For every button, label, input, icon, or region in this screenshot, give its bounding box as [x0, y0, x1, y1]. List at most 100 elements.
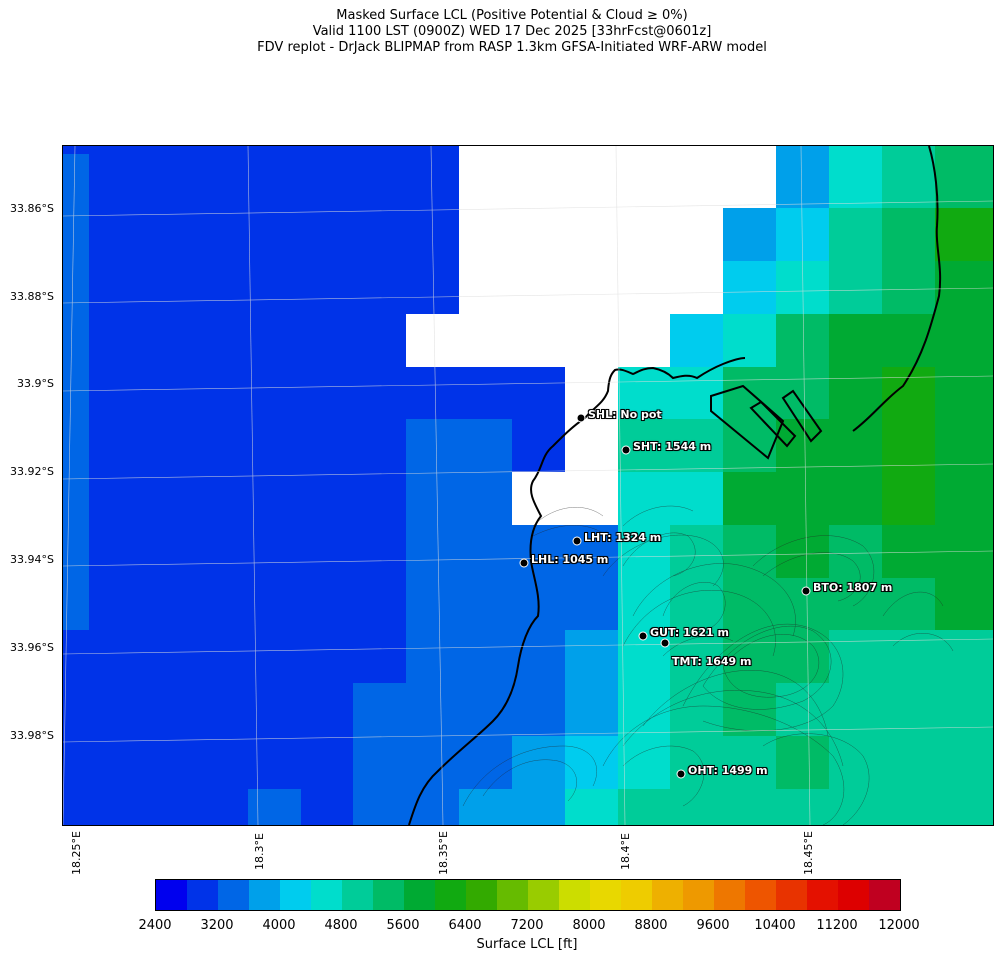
- lcl-grid-cell: [565, 472, 619, 526]
- station-marker-gut[interactable]: [638, 631, 648, 641]
- station-marker-tmt[interactable]: [660, 638, 670, 648]
- lcl-grid-cell: [723, 736, 777, 790]
- lcl-grid-cell: [195, 630, 249, 684]
- lcl-grid-cell: [353, 630, 407, 684]
- lcl-grid-cell: [723, 208, 777, 262]
- lcl-grid-cell: [935, 419, 993, 473]
- longitude-label: 18.35°E: [437, 831, 450, 875]
- colorbar-tick-label: 8000: [572, 918, 606, 933]
- lcl-grid-cell: [195, 208, 249, 262]
- lcl-grid-cell: [670, 472, 724, 526]
- harbour-outline-1: [710, 384, 785, 460]
- lcl-grid-cell: [882, 472, 936, 526]
- terrain-contours: [462, 505, 954, 825]
- lcl-grid-cell: [565, 578, 619, 631]
- lcl-grid-cell: [89, 146, 143, 155]
- colorbar-cell: [342, 880, 373, 910]
- lcl-grid-cell: [63, 472, 90, 526]
- lcl-grid-cell: [512, 630, 566, 684]
- lcl-grid-cell: [670, 683, 724, 737]
- lcl-grid-cell: [248, 578, 302, 631]
- lcl-grid-cell: [459, 419, 513, 473]
- station-marker-lht[interactable]: [572, 536, 582, 546]
- lcl-grid-cell: [459, 154, 513, 209]
- lcl-grid-cell: [142, 525, 196, 579]
- lcl-grid-cell: [248, 154, 302, 209]
- lcl-grid-cell: [935, 261, 993, 315]
- lcl-grid-cell: [406, 578, 460, 631]
- colorbar-cell: [590, 880, 621, 910]
- lcl-grid-cell: [195, 314, 249, 368]
- lcl-grid-cell: [670, 789, 724, 825]
- colorbar-cell: [249, 880, 280, 910]
- colorbar-cell: [373, 880, 404, 910]
- station-marker-shl[interactable]: [576, 413, 586, 423]
- lcl-grid-cell: [248, 208, 302, 262]
- lcl-grid-cell: [512, 208, 566, 262]
- lcl-grid-cell: [301, 419, 354, 473]
- station-marker-oht[interactable]: [676, 769, 686, 779]
- latitude-label: 33.86°S: [10, 202, 54, 215]
- lcl-grid-cell: [142, 578, 196, 631]
- lcl-grid-cell: [512, 154, 566, 209]
- lcl-grid-cell: [406, 419, 460, 473]
- lcl-grid-cell: [89, 314, 143, 368]
- lcl-grid-cell: [301, 472, 354, 526]
- lcl-grid-cell: [618, 314, 671, 368]
- lcl-grid-cell: [89, 208, 143, 262]
- colorbar-cell: [280, 880, 311, 910]
- colorbar-tick-label: 4000: [262, 918, 296, 933]
- lcl-grid-cell: [670, 525, 724, 579]
- station-marker-bto[interactable]: [801, 586, 811, 596]
- lcl-grid-cell: [723, 261, 777, 315]
- lcl-grid-cell: [618, 578, 671, 631]
- lcl-grid-cell: [935, 472, 993, 526]
- lcl-grid-cell: [670, 419, 724, 473]
- longitude-label: 18.3°E: [253, 833, 266, 870]
- lcl-grid-cell: [195, 789, 249, 825]
- lcl-grid-cell: [618, 146, 671, 155]
- lcl-grid-cell: [512, 736, 566, 790]
- lcl-grid-cell: [882, 154, 936, 209]
- colorbar-tick-label: 2400: [138, 918, 172, 933]
- station-marker-sht[interactable]: [621, 445, 631, 455]
- lcl-grid-cell: [829, 419, 883, 473]
- lcl-grid-cell: [63, 736, 90, 790]
- colorbar-tick-label: 6400: [448, 918, 482, 933]
- station-label-tmt: TMT: 1649 m: [672, 655, 752, 668]
- lcl-grid-cell: [248, 367, 302, 420]
- colorbar-tick-label: 12000: [878, 918, 920, 933]
- lcl-grid-cell: [935, 146, 993, 155]
- lcl-grid-cell: [89, 525, 143, 579]
- station-label-shl: SHL: No pot: [588, 408, 662, 421]
- lcl-grid-cell: [248, 736, 302, 790]
- lcl-grid-cell: [935, 208, 993, 262]
- lcl-grid-cell: [829, 208, 883, 262]
- station-label-bto: BTO: 1807 m: [813, 581, 893, 594]
- lcl-grid-cell: [882, 314, 936, 368]
- lcl-grid-cell: [406, 314, 460, 368]
- lcl-grid-cell: [353, 314, 407, 368]
- lcl-grid-cell: [512, 261, 566, 315]
- longitude-label: 18.45°E: [802, 831, 815, 875]
- lcl-grid-cell: [670, 314, 724, 368]
- colorbar-cell: [869, 880, 900, 910]
- lcl-grid-cell: [353, 525, 407, 579]
- lcl-grid-cell: [723, 314, 777, 368]
- lcl-grid-cell: [935, 630, 993, 684]
- lcl-grid-cell: [142, 789, 196, 825]
- lcl-grid-cell: [89, 472, 143, 526]
- lcl-grid-cell: [618, 472, 671, 526]
- lcl-grid-cell: [248, 146, 302, 155]
- lcl-grid-cell: [89, 683, 143, 737]
- lcl-grid-cell: [301, 154, 354, 209]
- lcl-grid-cell: [776, 789, 830, 825]
- lcl-grid-cell: [195, 367, 249, 420]
- lcl-grid-cell: [618, 367, 671, 420]
- lcl-grid-cell: [195, 683, 249, 737]
- title-line-2: Valid 1100 LST (0900Z) WED 17 Dec 2025 […: [312, 24, 712, 39]
- colorbar-cell: [838, 880, 869, 910]
- lcl-grid-cell: [565, 261, 619, 315]
- lcl-grid-cell: [723, 154, 777, 209]
- station-marker-lhl[interactable]: [519, 558, 529, 568]
